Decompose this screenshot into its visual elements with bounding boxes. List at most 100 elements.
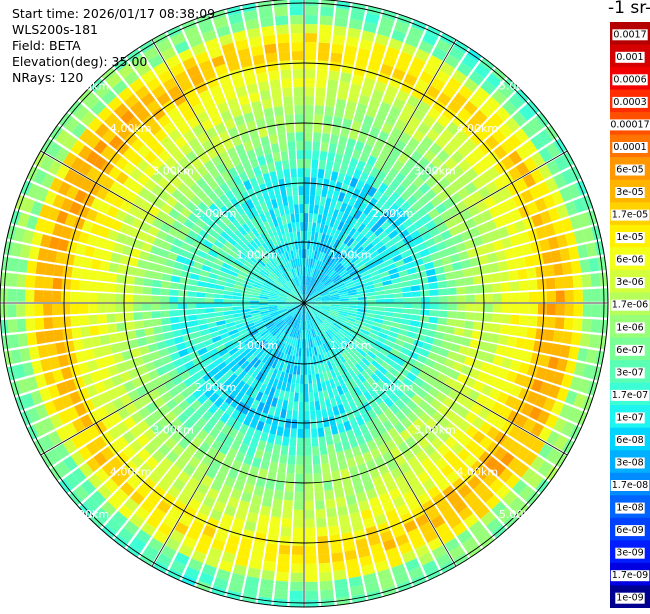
ray-bin [278,133,287,143]
ray-bin [349,300,358,302]
ray-bin [319,33,331,43]
ray-bin [309,384,313,393]
ray-bin [314,482,323,492]
ray-bin [277,426,284,436]
ray-bin [88,281,98,291]
ray-bin [465,312,475,320]
ray-bin [329,453,338,463]
ray-bin [311,168,318,177]
ray-bin [297,447,304,456]
ray-bin [574,304,583,316]
ray-bin [466,295,475,303]
ray-bin [305,465,313,474]
ray-bin [291,564,303,573]
range-ring-label: 4.00km [110,122,152,135]
ray-bin [556,304,565,316]
ray-bin [565,304,574,316]
ray-bin [268,525,279,535]
ray-bin [250,298,259,301]
ray-bin [169,289,178,296]
ray-bin [305,15,318,24]
ray-bin [281,527,292,537]
ray-bin [417,271,427,278]
ray-bin [305,528,315,537]
ray-bin [260,460,269,471]
range-ring-label: 3.00km [414,423,456,436]
ray-bin [305,591,318,600]
ray-bin [305,42,317,51]
ray-bin [162,325,172,333]
ray-bin [275,481,284,491]
ray-bin [304,213,308,222]
ray-bin [291,24,303,33]
ray-bin [43,317,53,329]
ray-bin [546,278,556,290]
ray-bin [298,429,304,438]
ray-bin [349,306,358,309]
ray-bin [325,106,335,116]
ray-bin [73,255,84,267]
ray-bin [82,257,93,268]
ray-bin [420,284,430,291]
ray-bin [305,510,315,519]
ray-bin [529,292,538,302]
ray-bin [376,299,385,303]
ray-bin [188,285,198,291]
ray-bin [312,223,317,232]
ray-bin [174,262,184,270]
ray-bin [205,293,214,298]
ray-bin [169,297,178,303]
ray-bin [275,435,283,445]
ray-bin [312,446,319,456]
ray-bin [437,281,447,288]
ray-bin [275,115,284,125]
ray-bin [463,329,473,338]
ray-bin [279,545,291,555]
ray-bin [156,256,167,265]
ray-bin [296,141,303,150]
ray-bin [187,309,196,315]
ray-bin [327,189,334,199]
ray-bin [223,307,232,311]
ray-bin [326,161,334,171]
ray-bin [502,293,511,302]
ray-bin [329,180,336,190]
ray-bin [340,164,349,174]
ray-bin [342,440,351,451]
ray-bin [170,282,180,289]
ray-bin [88,315,98,325]
range-ring-label: 5.00km [499,508,541,521]
ray-bin [289,392,294,402]
ray-bin [290,428,297,437]
ray-bin [205,298,214,302]
ray-bin [283,500,293,510]
ray-bin [98,325,108,335]
ray-bin [196,309,205,314]
ray-bin [408,326,418,333]
ray-bin [197,287,207,293]
ray-bin [272,416,279,426]
ray-bin [302,339,304,348]
ray-bin [427,276,437,283]
ray-bin [402,314,412,320]
ray-bin [278,179,285,189]
ray-bin [290,437,297,447]
ray-bin [337,173,345,183]
ray-bin [263,145,272,155]
colorbar-tick-label: 1e-05 [616,232,643,243]
ray-bin [291,33,303,42]
ray-bin [288,196,294,206]
colorbar-tick-label: 3e-08 [616,458,643,469]
ray-bin [161,318,171,325]
ray-bin [547,304,556,315]
ray-bin [571,332,582,345]
ray-bin [322,463,331,473]
ray-bin [281,518,291,528]
ray-bin [305,24,317,33]
ray-bin [297,438,304,447]
ray-bin [97,293,106,302]
ray-bin [259,588,273,599]
ray-bin [292,186,298,195]
